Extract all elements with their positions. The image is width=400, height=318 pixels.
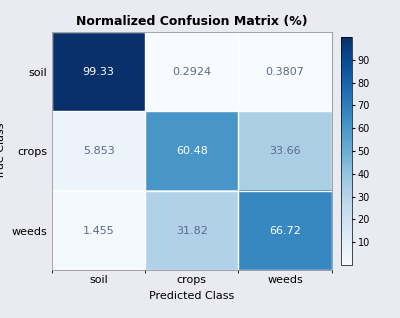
Title: Normalized Confusion Matrix (%): Normalized Confusion Matrix (%) (76, 15, 308, 28)
Text: 0.3807: 0.3807 (266, 66, 304, 77)
Text: 0.2924: 0.2924 (172, 66, 211, 77)
Text: 5.853: 5.853 (83, 146, 114, 156)
Y-axis label: True Class: True Class (0, 123, 6, 179)
Text: 31.82: 31.82 (176, 225, 208, 236)
Text: 1.455: 1.455 (83, 225, 114, 236)
X-axis label: Predicted Class: Predicted Class (149, 291, 234, 301)
Text: 66.72: 66.72 (269, 225, 301, 236)
Text: 33.66: 33.66 (269, 146, 301, 156)
Text: 99.33: 99.33 (83, 66, 114, 77)
Text: 60.48: 60.48 (176, 146, 208, 156)
